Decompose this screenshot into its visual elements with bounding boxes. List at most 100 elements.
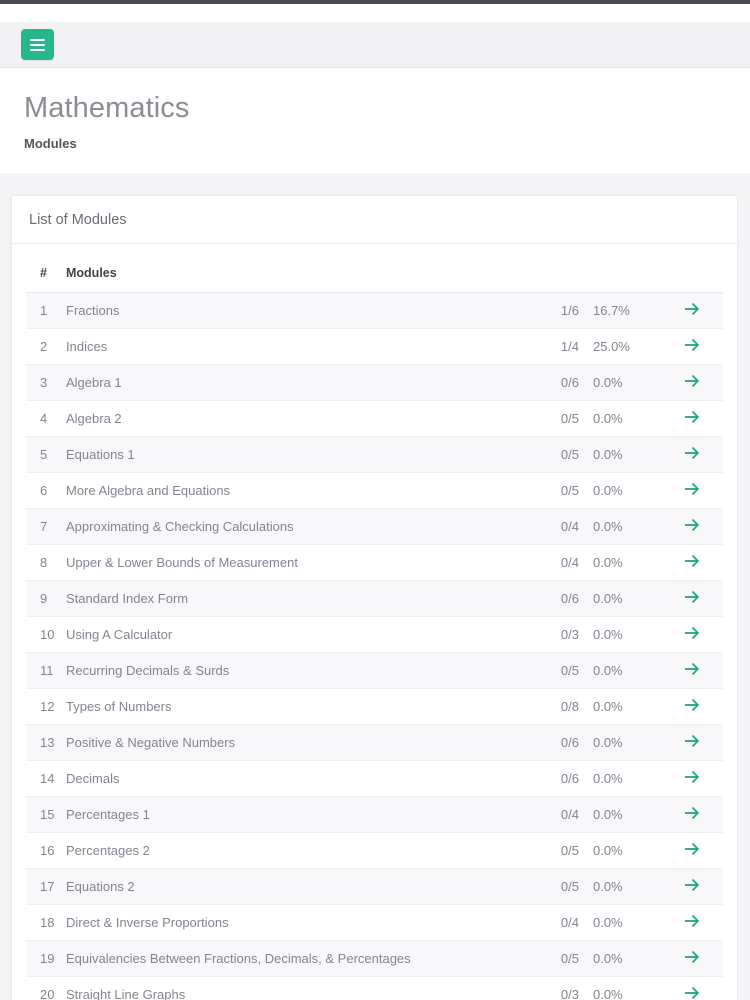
row-number: 12 [26,688,66,726]
arrow-right-icon[interactable] [684,842,700,856]
row-score: 0/5 [517,940,579,978]
row-module-name: Standard Index Form [66,580,517,618]
hamburger-menu-button[interactable] [21,29,54,60]
arrow-right-icon[interactable] [684,554,700,568]
table-row[interactable]: 20 Straight Line Graphs 0/3 0.0% [26,976,723,1000]
arrow-right-icon[interactable] [684,662,700,676]
table-row[interactable]: 3 Algebra 1 0/6 0.0% [26,364,723,402]
arrow-right-icon[interactable] [684,878,700,892]
arrow-right-icon[interactable] [684,302,700,316]
table-row[interactable]: 9 Standard Index Form 0/6 0.0% [26,580,723,618]
row-action-cell [661,364,723,402]
arrow-right-icon[interactable] [684,410,700,424]
row-action-cell [661,796,723,834]
table-row[interactable]: 19 Equivalencies Between Fractions, Deci… [26,940,723,978]
table-row[interactable]: 14 Decimals 0/6 0.0% [26,760,723,798]
arrow-right-icon[interactable] [684,770,700,784]
top-accent-bar [0,0,750,4]
row-percent: 0.0% [579,868,661,906]
page-title: Mathematics [24,92,190,124]
row-percent: 0.0% [579,724,661,762]
row-action-cell [661,328,723,366]
card-body: # Modules 1 Fractions 1/6 16.7% 2 [12,244,737,1000]
row-module-name: Equivalencies Between Fractions, Decimal… [66,940,517,978]
row-action-cell [661,292,723,330]
row-percent: 0.0% [579,976,661,1000]
table-row[interactable]: 13 Positive & Negative Numbers 0/6 0.0% [26,724,723,762]
table-row[interactable]: 8 Upper & Lower Bounds of Measurement 0/… [26,544,723,582]
row-percent: 0.0% [579,508,661,546]
table-row[interactable]: 18 Direct & Inverse Proportions 0/4 0.0% [26,904,723,942]
arrow-right-icon[interactable] [684,446,700,460]
row-score: 0/5 [517,652,579,690]
row-number: 4 [26,400,66,438]
row-module-name: More Algebra and Equations [66,472,517,510]
row-score: 0/4 [517,544,579,582]
arrow-right-icon[interactable] [684,482,700,496]
row-action-cell [661,472,723,510]
arrow-right-icon[interactable] [684,806,700,820]
row-module-name: Approximating & Checking Calculations [66,508,517,546]
row-module-name: Types of Numbers [66,688,517,726]
row-score: 0/5 [517,832,579,870]
table-row[interactable]: 7 Approximating & Checking Calculations … [26,508,723,546]
row-number: 16 [26,832,66,870]
table-row[interactable]: 1 Fractions 1/6 16.7% [26,292,723,330]
hamburger-icon-bar-2 [30,43,45,46]
arrow-right-icon[interactable] [684,626,700,640]
column-header-modules: Modules [66,256,517,294]
page-header: Mathematics Modules [0,68,750,174]
arrow-right-icon[interactable] [684,986,700,1000]
row-percent: 0.0% [579,760,661,798]
row-number: 5 [26,436,66,474]
row-score: 0/4 [517,796,579,834]
row-module-name: Upper & Lower Bounds of Measurement [66,544,517,582]
row-score: 0/6 [517,580,579,618]
table-header-row: # Modules [26,256,723,294]
row-number: 6 [26,472,66,510]
modules-card: List of Modules # Modules 1 Fractions 1/… [11,195,738,1000]
card-title: List of Modules [12,196,737,245]
row-number: 1 [26,292,66,330]
table-row[interactable]: 15 Percentages 1 0/4 0.0% [26,796,723,834]
row-score: 0/5 [517,400,579,438]
row-score: 0/8 [517,688,579,726]
column-header-number: # [26,256,66,294]
table-row[interactable]: 17 Equations 2 0/5 0.0% [26,868,723,906]
row-percent: 0.0% [579,616,661,654]
arrow-right-icon[interactable] [684,734,700,748]
table-row[interactable]: 10 Using A Calculator 0/3 0.0% [26,616,723,654]
row-number: 3 [26,364,66,402]
row-module-name: Algebra 2 [66,400,517,438]
row-score: 0/6 [517,724,579,762]
table-row[interactable]: 6 More Algebra and Equations 0/5 0.0% [26,472,723,510]
table-row[interactable]: 5 Equations 1 0/5 0.0% [26,436,723,474]
row-number: 2 [26,328,66,366]
row-score: 0/3 [517,976,579,1000]
row-module-name: Fractions [66,292,517,330]
row-score: 0/6 [517,364,579,402]
column-header-score [517,256,579,294]
row-percent: 0.0% [579,940,661,978]
table-row[interactable]: 2 Indices 1/4 25.0% [26,328,723,366]
row-percent: 16.7% [579,292,661,330]
arrow-right-icon[interactable] [684,914,700,928]
arrow-right-icon[interactable] [684,590,700,604]
navbar [0,22,750,68]
arrow-right-icon[interactable] [684,338,700,352]
table-row[interactable]: 4 Algebra 2 0/5 0.0% [26,400,723,438]
table-row[interactable]: 16 Percentages 2 0/5 0.0% [26,832,723,870]
row-number: 8 [26,544,66,582]
table-row[interactable]: 11 Recurring Decimals & Surds 0/5 0.0% [26,652,723,690]
table-row[interactable]: 12 Types of Numbers 0/8 0.0% [26,688,723,726]
arrow-right-icon[interactable] [684,950,700,964]
arrow-right-icon[interactable] [684,374,700,388]
row-number: 20 [26,976,66,1000]
row-action-cell [661,832,723,870]
arrow-right-icon[interactable] [684,698,700,712]
hamburger-icon-bar-3 [30,48,45,51]
breadcrumb: Modules [24,136,77,152]
row-module-name: Indices [66,328,517,366]
row-number: 10 [26,616,66,654]
arrow-right-icon[interactable] [684,518,700,532]
